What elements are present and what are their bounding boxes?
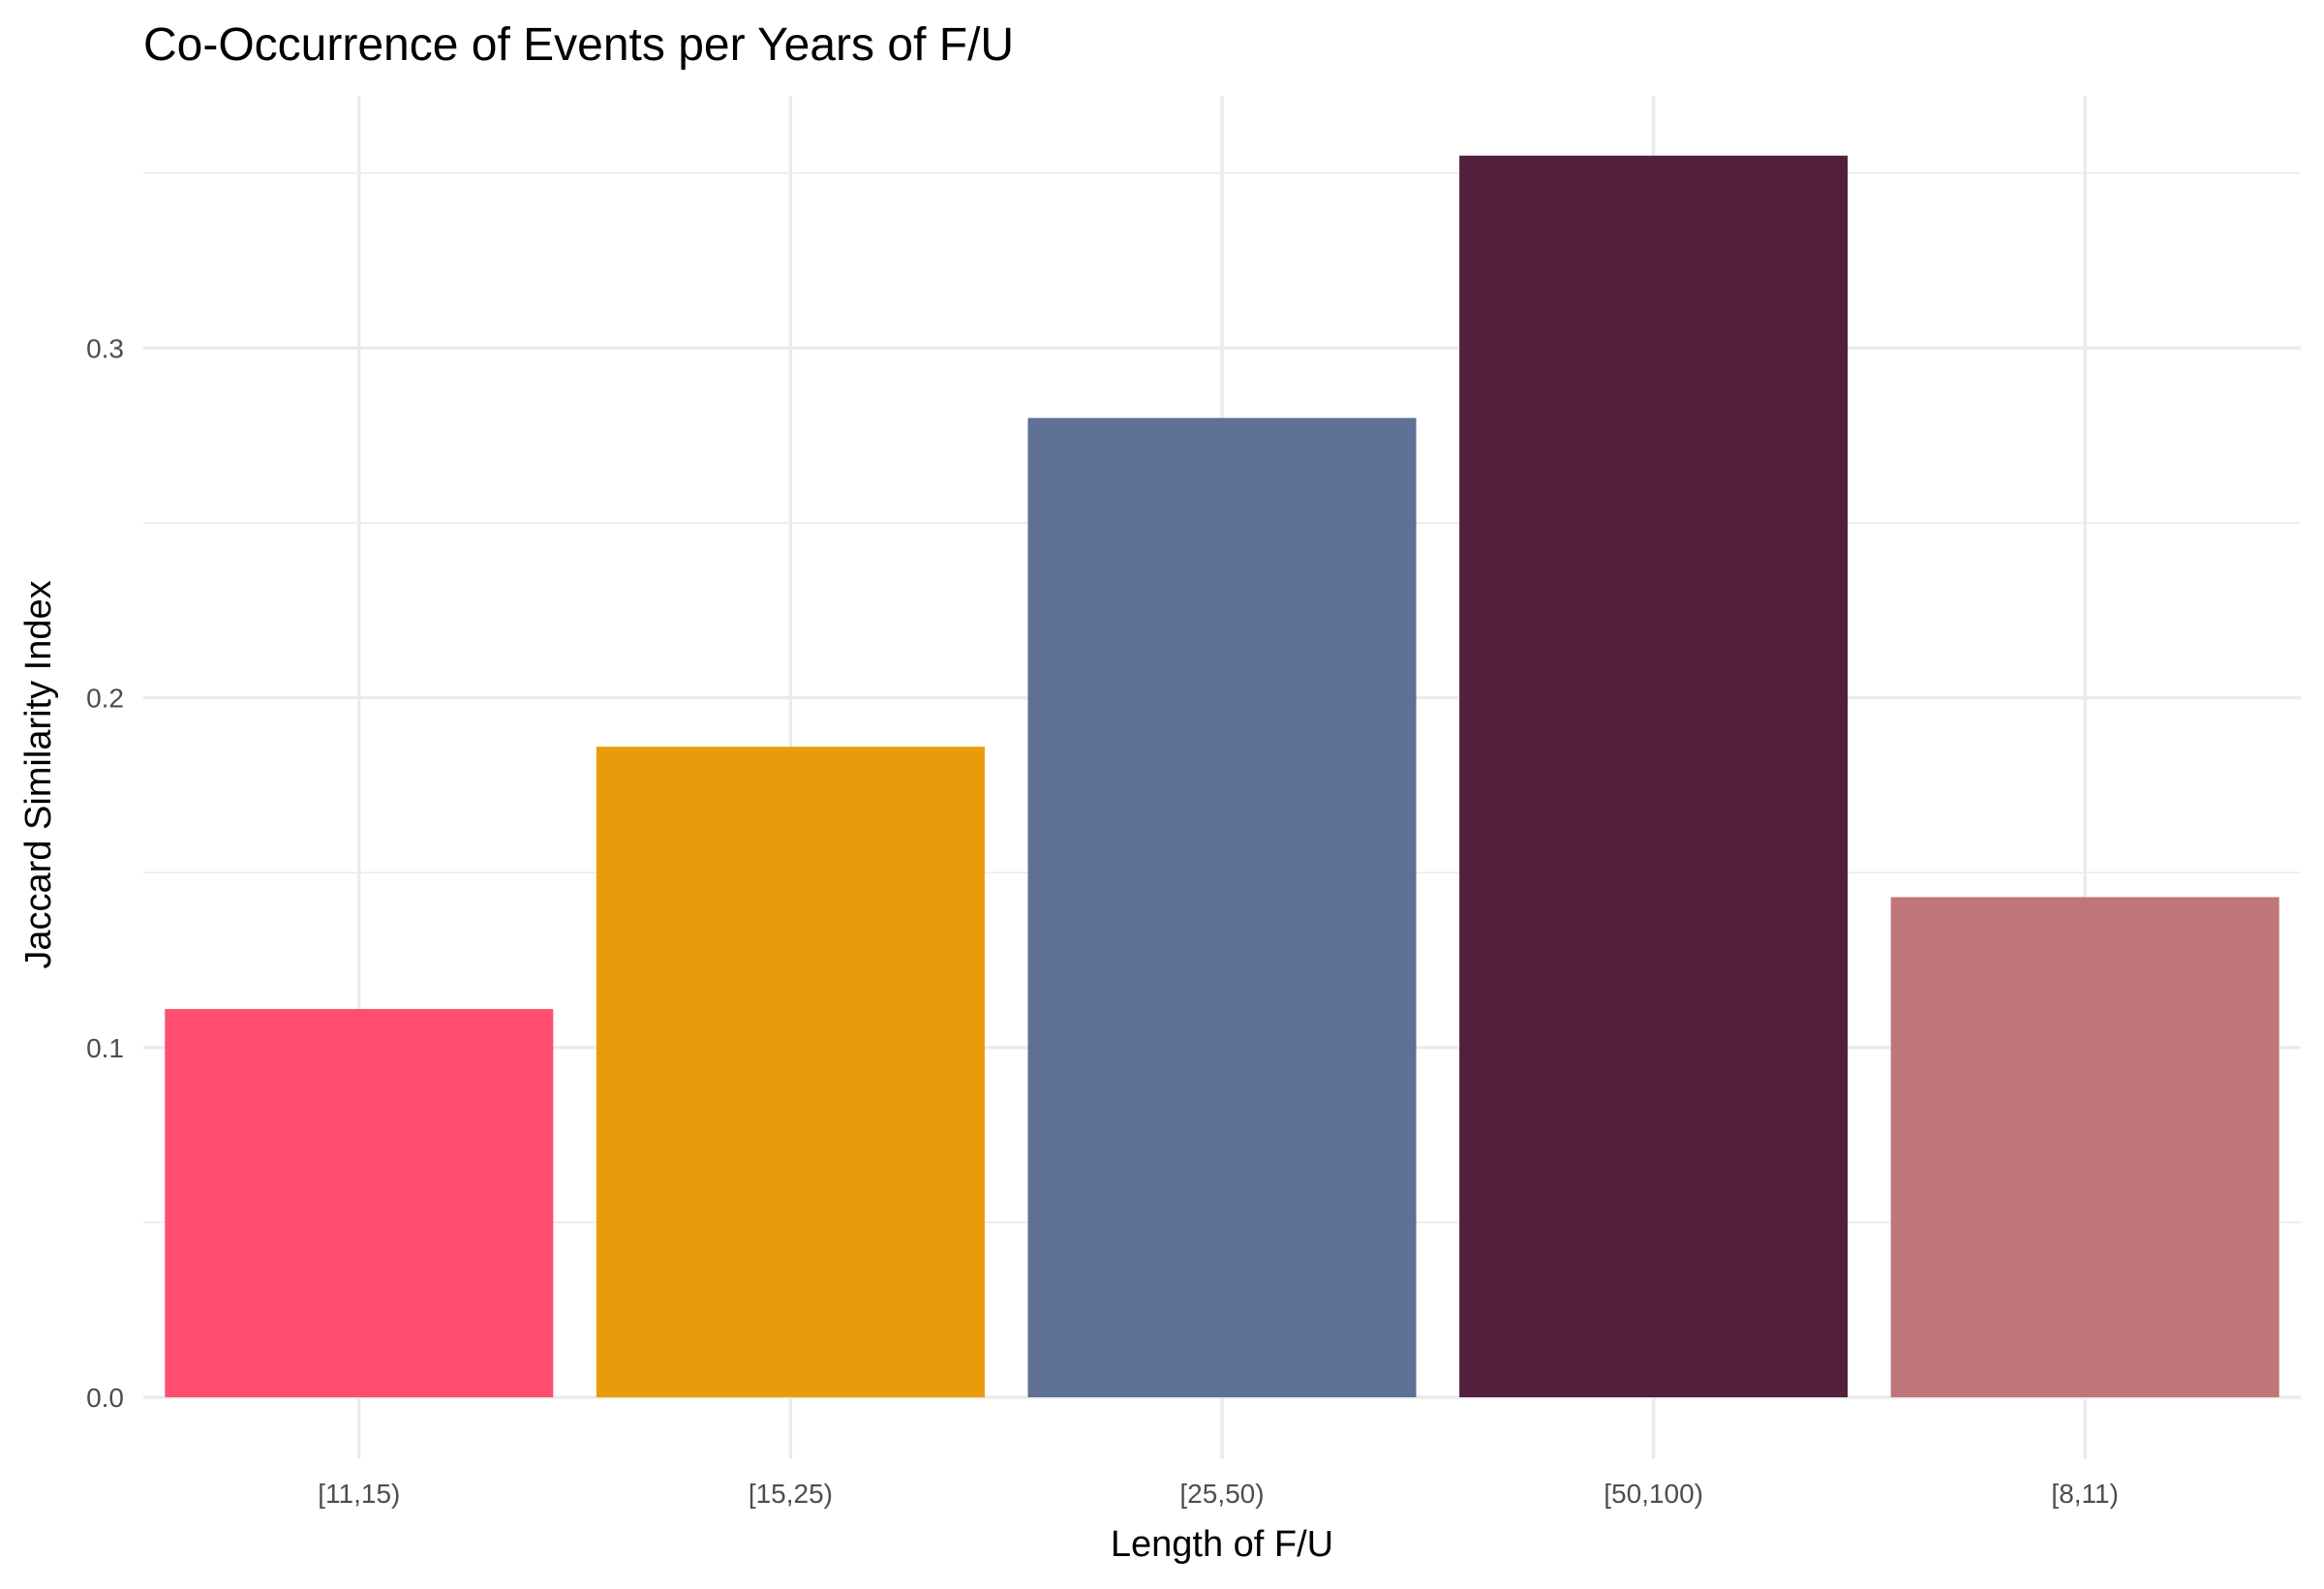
- y-tick-label: 0.0: [86, 1383, 124, 1413]
- bar-[15,25): [596, 747, 985, 1397]
- bar-[11,15): [165, 1009, 554, 1397]
- x-tick-labels: [11,15) [15,25) [25,50) [50,100) [8,11): [318, 1479, 2119, 1509]
- x-tick-label: [8,11): [2051, 1479, 2119, 1509]
- y-axis-title: Jaccard Similarity Index: [18, 580, 59, 968]
- x-tick-label: [15,25): [749, 1479, 833, 1509]
- x-tick-label: [11,15): [318, 1479, 400, 1509]
- chart-title: Co-Occurrence of Events per Years of F/U: [143, 19, 1014, 71]
- x-tick-label: [50,100): [1604, 1479, 1703, 1509]
- y-tick-label: 0.1: [86, 1033, 124, 1063]
- bar-[25,50): [1027, 417, 1417, 1397]
- y-tick-labels: 0.0 0.1 0.2 0.3: [86, 333, 124, 1413]
- y-tick-label: 0.2: [86, 684, 124, 714]
- bar-[8,11): [1890, 897, 2279, 1397]
- y-tick-label: 0.3: [86, 333, 124, 363]
- x-tick-label: [25,50): [1179, 1479, 1264, 1509]
- x-axis-title: Length of F/U: [1111, 1524, 1333, 1565]
- bars: [165, 155, 2279, 1398]
- bar-[50,100): [1459, 155, 1849, 1398]
